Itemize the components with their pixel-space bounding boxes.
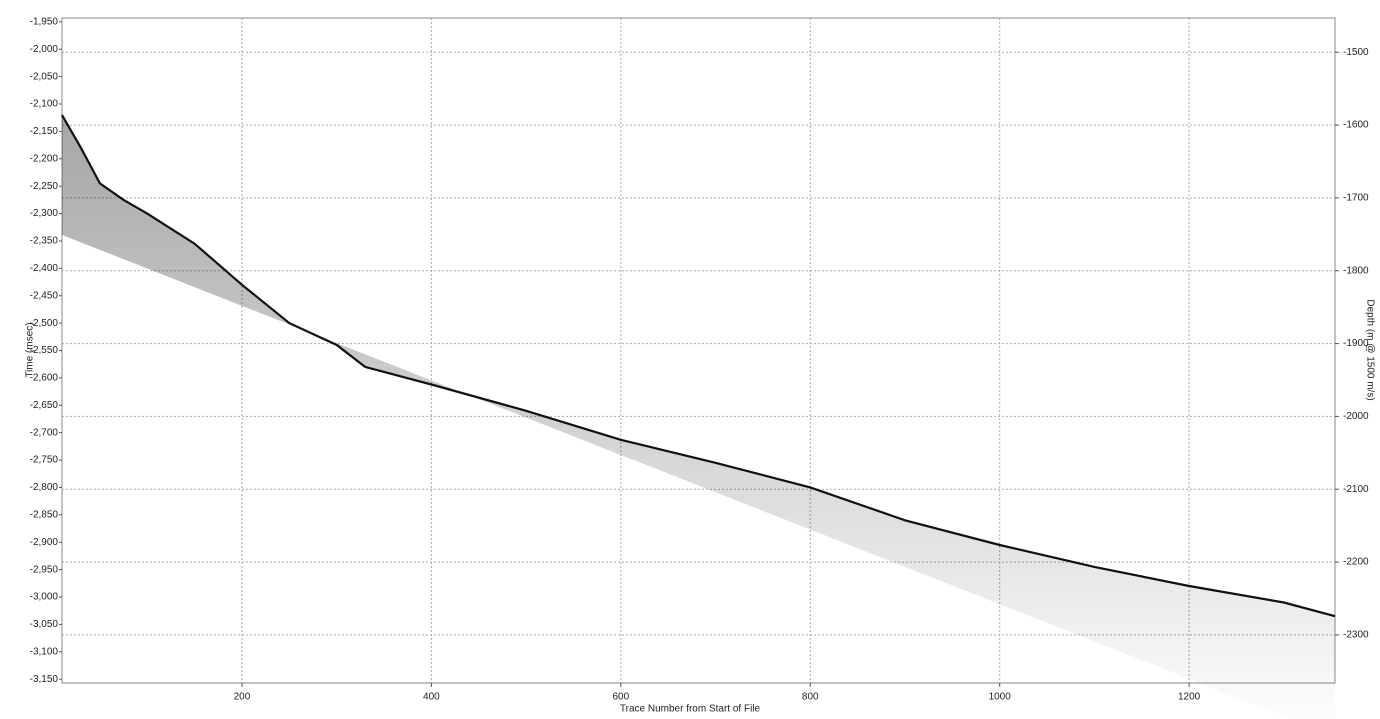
y-tick-label: -2,200 — [30, 153, 59, 164]
y-tick-label: -2,450 — [30, 290, 59, 301]
y-tick-label: -2,100 — [30, 99, 59, 110]
y-tick-label: -2,500 — [30, 318, 59, 329]
y-tick-label: -2,350 — [30, 236, 59, 247]
y-tick-label: -2,950 — [30, 564, 59, 575]
y-tick-label: -3,150 — [30, 674, 59, 685]
reflector-halo — [62, 115, 1335, 719]
reflector-line — [61, 114, 1336, 618]
y2-tick-label: -1700 — [1343, 193, 1369, 204]
y-tick-label: -2,150 — [30, 126, 59, 137]
y-tick-label: -3,100 — [30, 646, 59, 657]
y-tick-label: -2,250 — [30, 181, 59, 192]
y-tick-label: -2,800 — [30, 482, 59, 493]
x-tick-label: 1200 — [1178, 692, 1201, 703]
y-tick-label: -3,050 — [30, 619, 59, 630]
y-tick-label: -2,600 — [30, 373, 59, 384]
y-tick-label: -2,900 — [30, 537, 59, 548]
x-axis-label: Trace Number from Start of File — [620, 704, 761, 715]
y-tick-label: -2,400 — [30, 263, 59, 274]
x-tick-label: 600 — [612, 692, 629, 703]
y2-tick-label: -2300 — [1343, 630, 1369, 641]
y-tick-label: -2,050 — [30, 71, 59, 82]
y-tick-label: -2,700 — [30, 427, 59, 438]
y2-tick-label: -2100 — [1343, 484, 1369, 495]
y-tick-label: -1,950 — [30, 16, 59, 27]
y2-tick-label: -1500 — [1343, 47, 1369, 58]
x-tick-label: 800 — [802, 692, 819, 703]
x-tick-label: 200 — [234, 692, 251, 703]
y-tick-label: -2,850 — [30, 509, 59, 520]
x-tick-label: 1000 — [989, 692, 1012, 703]
y2-tick-label: -1900 — [1343, 338, 1369, 349]
y2-axis-label: Depth (m @ 1500 m/s) — [1364, 299, 1375, 400]
y-tick-label: -2,750 — [30, 455, 59, 466]
x-tick-label: 400 — [423, 692, 440, 703]
y2-tick-label: -2200 — [1343, 557, 1369, 568]
y2-tick-label: -1800 — [1343, 265, 1369, 276]
y-tick-label: -3,000 — [30, 592, 59, 603]
y-tick-label: -2,300 — [30, 208, 59, 219]
y-tick-label: -2,550 — [30, 345, 59, 356]
y2-tick-label: -1600 — [1343, 120, 1369, 131]
y2-tick-label: -2000 — [1343, 411, 1369, 422]
y-tick-label: -2,000 — [30, 44, 59, 55]
y-tick-label: -2,650 — [30, 400, 59, 411]
y-axis-label: Time (msec) — [25, 322, 36, 377]
